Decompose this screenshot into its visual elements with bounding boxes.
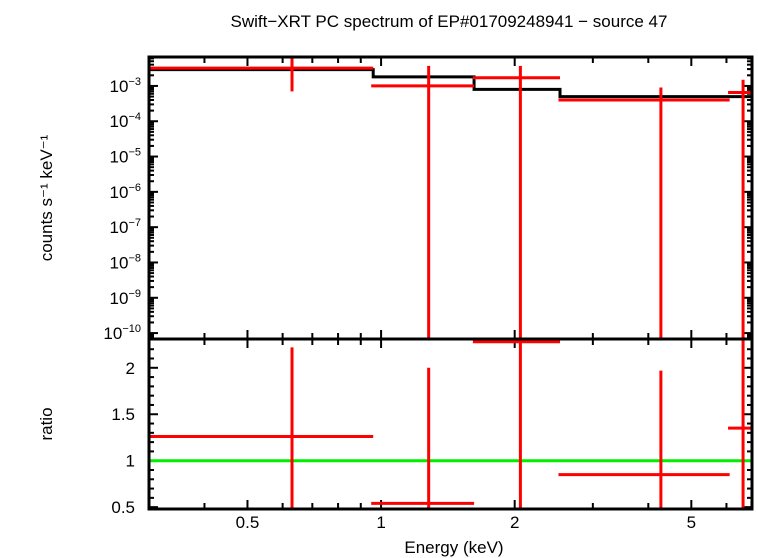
y-tick-label: 10−9: [110, 288, 141, 308]
x-tick-label: 5: [687, 513, 696, 532]
y-tick-label: 10−8: [110, 252, 141, 272]
ratio-point: [371, 367, 475, 509]
ratio-point: [149, 347, 374, 509]
y-axis-label-bottom: ratio: [37, 407, 56, 440]
y-tick-label: 10−5: [110, 147, 141, 167]
ratio-point: [558, 370, 730, 509]
y-tick-label: 0.5: [111, 498, 135, 517]
y-tick-label: 2: [126, 359, 135, 378]
y-tick-label: 10−6: [110, 182, 141, 202]
data-point: [472, 65, 561, 339]
data-point: [149, 57, 374, 92]
chart-title: Swift−XRT PC spectrum of EP#01709248941 …: [231, 12, 668, 31]
data-point: [558, 87, 730, 339]
y-axis-label-top: counts s⁻¹ keV⁻¹: [37, 134, 56, 261]
x-tick-label: 1: [376, 513, 385, 532]
ratio-point: [728, 339, 752, 509]
data-point: [371, 65, 475, 339]
data-point: [728, 79, 752, 339]
model-line: [149, 68, 752, 99]
y-tick-label: 10−3: [110, 76, 141, 96]
y-tick-label: 10−7: [110, 217, 141, 237]
x-axis-label: Energy (keV): [404, 538, 503, 557]
y-tick-label: 1.5: [111, 405, 135, 424]
x-tick-label: 2: [510, 513, 519, 532]
y-tick-label: 1: [126, 452, 135, 471]
bottom-panel-frame: [147, 337, 754, 511]
ratio-point: [472, 339, 561, 509]
y-tick-label: 10−10: [103, 323, 141, 343]
y-tick-label: 10−4: [110, 111, 141, 131]
x-tick-label: 0.5: [236, 513, 260, 532]
